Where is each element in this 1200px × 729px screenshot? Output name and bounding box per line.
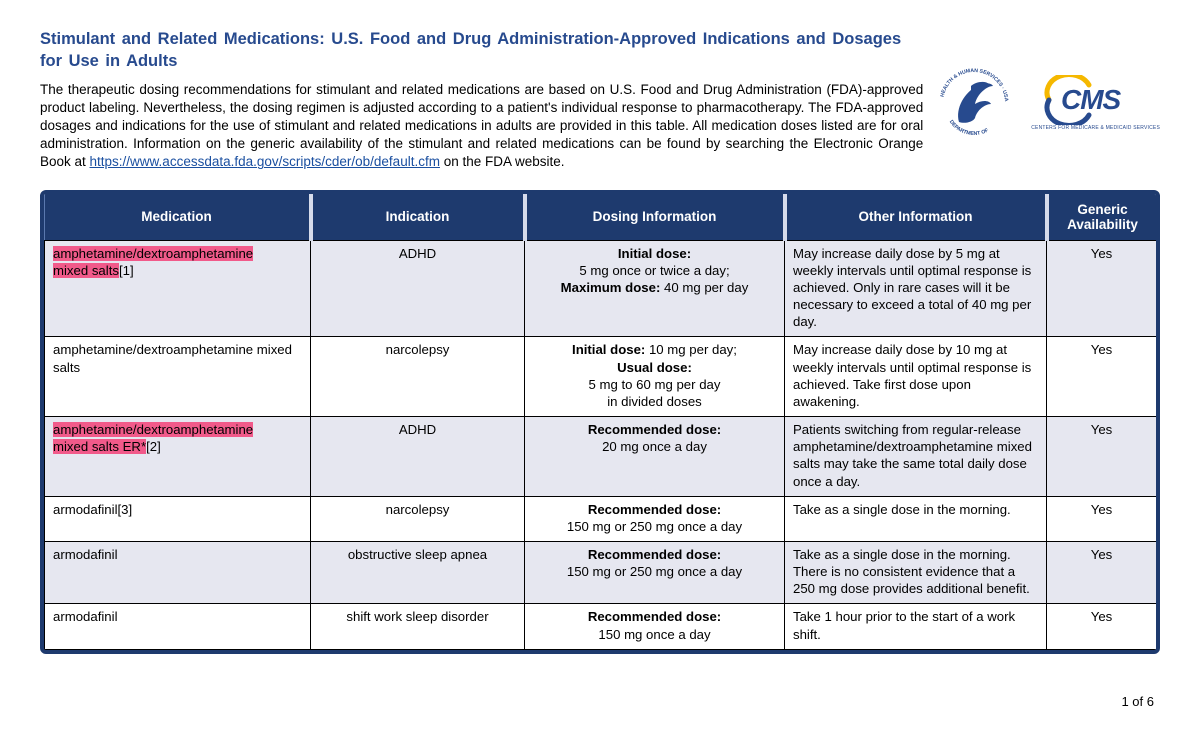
cell-dosing: Recommended dose:150 mg or 250 mg once a… [525, 496, 785, 541]
cms-logo-icon: CMS CENTERS FOR MEDICARE & MEDICAID SERV… [1031, 75, 1160, 131]
svg-text:CMS: CMS [1061, 84, 1122, 115]
cell-indication: narcolepsy [311, 337, 525, 417]
page-number: 1 of 6 [1121, 694, 1154, 709]
cell-indication: ADHD [311, 240, 525, 337]
cell-medication: armodafinil [45, 541, 311, 603]
cell-indication: narcolepsy [311, 496, 525, 541]
header-text: Stimulant and Related Medications: U.S. … [40, 28, 935, 172]
cell-other: Patients switching from regular-release … [785, 417, 1047, 497]
cell-dosing: Initial dose: 10 mg per day;Usual dose:5… [525, 337, 785, 417]
cell-dosing: Recommended dose:20 mg once a day [525, 417, 785, 497]
cell-indication: obstructive sleep apnea [311, 541, 525, 603]
medication-table: Medication Indication Dosing Information… [44, 194, 1157, 650]
cell-dosing: Recommended dose:150 mg or 250 mg once a… [525, 541, 785, 603]
table-row: amphetamine/dextroamphetamine mixed salt… [45, 337, 1157, 417]
hhs-logo-icon: HEALTH & HUMAN SERVICES · USA DEPARTMENT… [935, 64, 1013, 142]
cell-medication: amphetamine/dextroamphetaminemixed salts… [45, 240, 311, 337]
medication-table-wrap: Medication Indication Dosing Information… [40, 190, 1160, 654]
cell-medication: amphetamine/dextroamphetaminemixed salts… [45, 417, 311, 497]
col-header-generic: Generic Availability [1047, 194, 1157, 241]
page-title: Stimulant and Related Medications: U.S. … [40, 28, 923, 73]
table-row: armodafinilobstructive sleep apneaRecomm… [45, 541, 1157, 603]
table-header-row: Medication Indication Dosing Information… [45, 194, 1157, 241]
table-row: armodafinil[3]narcolepsyRecommended dose… [45, 496, 1157, 541]
cell-other: Take as a single dose in the morning. [785, 496, 1047, 541]
table-row: amphetamine/dextroamphetaminemixed salts… [45, 240, 1157, 337]
cell-indication: shift work sleep disorder [311, 604, 525, 649]
cell-generic: Yes [1047, 337, 1157, 417]
cell-dosing: Recommended dose:150 mg once a day [525, 604, 785, 649]
cell-generic: Yes [1047, 240, 1157, 337]
cell-other: Take as a single dose in the morning. Th… [785, 541, 1047, 603]
cell-medication: armodafinil[3] [45, 496, 311, 541]
cell-indication: ADHD [311, 417, 525, 497]
orange-book-link[interactable]: https://www.accessdata.fda.gov/scripts/c… [90, 154, 440, 169]
col-header-medication: Medication [45, 194, 311, 241]
cell-other: May increase daily dose by 10 mg at week… [785, 337, 1047, 417]
col-header-dosing: Dosing Information [525, 194, 785, 241]
header-row: Stimulant and Related Medications: U.S. … [40, 28, 1160, 172]
cell-medication: armodafinil [45, 604, 311, 649]
cell-generic: Yes [1047, 604, 1157, 649]
cell-generic: Yes [1047, 417, 1157, 497]
table-row: amphetamine/dextroamphetaminemixed salts… [45, 417, 1157, 497]
col-header-indication: Indication [311, 194, 525, 241]
cell-dosing: Initial dose:5 mg once or twice a day;Ma… [525, 240, 785, 337]
cms-logo-subtext: CENTERS FOR MEDICARE & MEDICAID SERVICES [1031, 125, 1160, 131]
table-row: armodafinilshift work sleep disorderReco… [45, 604, 1157, 649]
col-header-other: Other Information [785, 194, 1047, 241]
logos: HEALTH & HUMAN SERVICES · USA DEPARTMENT… [935, 28, 1160, 172]
intro-after: on the FDA website. [440, 154, 565, 169]
cell-medication: amphetamine/dextroamphetamine mixed salt… [45, 337, 311, 417]
intro-paragraph: The therapeutic dosing recommendations f… [40, 81, 923, 172]
table-body: amphetamine/dextroamphetaminemixed salts… [45, 240, 1157, 649]
cell-other: May increase daily dose by 5 mg at weekl… [785, 240, 1047, 337]
cell-generic: Yes [1047, 496, 1157, 541]
cell-generic: Yes [1047, 541, 1157, 603]
cell-other: Take 1 hour prior to the start of a work… [785, 604, 1047, 649]
